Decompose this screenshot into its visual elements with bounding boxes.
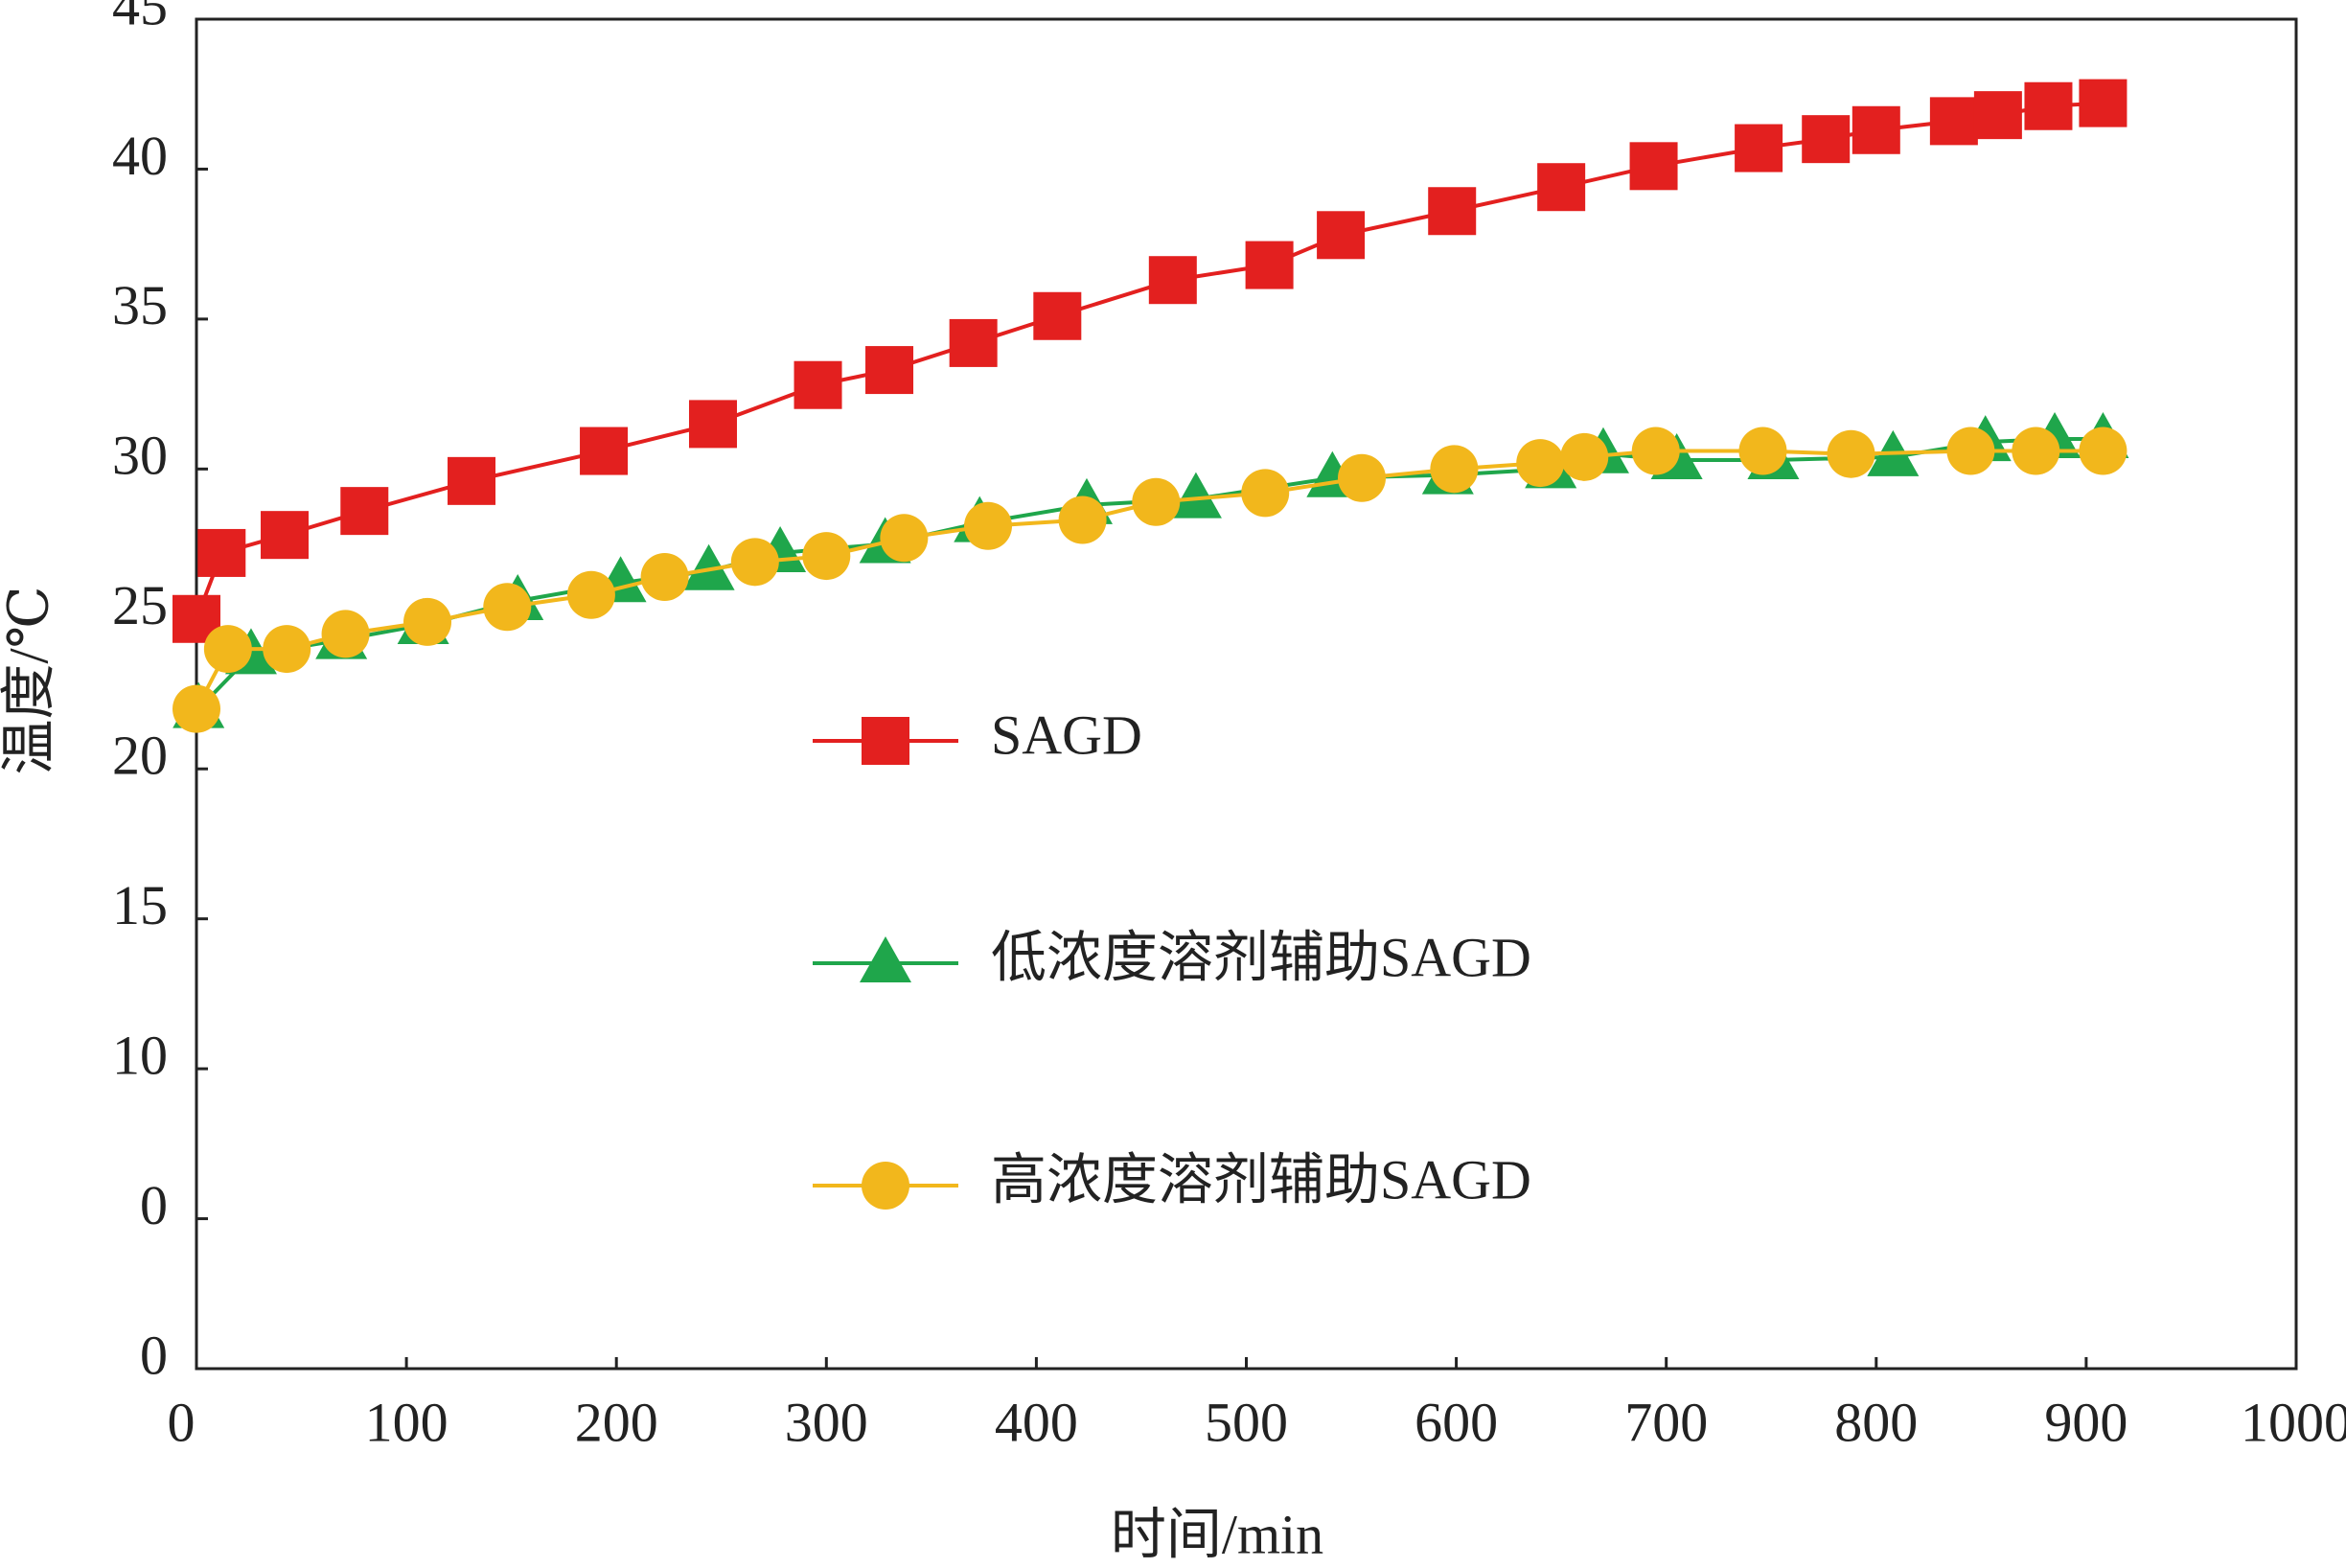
data-point	[1946, 427, 1995, 475]
legend-label: 高浓度溶剂辅助SAGD	[991, 1148, 1531, 1211]
y-tick-label: 35	[112, 274, 168, 336]
data-point	[172, 684, 220, 733]
data-point	[688, 400, 737, 449]
data-point	[2079, 427, 2128, 475]
y-tick-label: 20	[112, 725, 168, 787]
data-point	[964, 501, 1013, 550]
data-point	[197, 528, 246, 577]
data-point	[1560, 432, 1609, 481]
data-point	[203, 625, 252, 674]
y-tick-label: 25	[112, 574, 168, 636]
data-point	[2079, 79, 2128, 127]
x-tick-label: 800	[1834, 1391, 1918, 1453]
data-point	[483, 583, 532, 632]
x-tick-label: 700	[1624, 1391, 1708, 1453]
data-point	[1802, 115, 1851, 164]
x-axis-label: 时间/min	[1111, 1503, 1323, 1565]
legend-marker	[862, 1162, 909, 1210]
legend-marker	[862, 717, 909, 765]
data-point	[1738, 427, 1787, 475]
data-point	[640, 552, 689, 601]
data-point	[1241, 469, 1290, 518]
data-point	[1148, 256, 1197, 305]
data-point	[1973, 91, 2022, 140]
data-point	[2024, 81, 2073, 130]
data-point	[1338, 453, 1387, 502]
data-point	[1428, 187, 1477, 236]
x-tick-label: 400	[995, 1391, 1078, 1453]
data-point	[261, 511, 310, 560]
data-point	[865, 346, 914, 395]
data-point	[1132, 477, 1181, 526]
data-point	[1852, 105, 1900, 154]
y-tick-label: 15	[112, 874, 168, 936]
data-point	[1629, 142, 1678, 191]
data-point	[1537, 163, 1586, 212]
data-point	[340, 487, 389, 536]
data-point	[1735, 124, 1783, 173]
data-point	[580, 427, 629, 475]
data-point	[1827, 429, 1875, 478]
y-tick-label: 30	[112, 425, 168, 487]
data-point	[1169, 472, 1222, 519]
data-point	[1516, 439, 1565, 488]
x-tick-label: 900	[2044, 1391, 2128, 1453]
data-point	[2012, 427, 2060, 475]
data-point	[448, 456, 496, 505]
data-point	[1058, 496, 1107, 544]
x-tick-label: 200	[575, 1391, 658, 1453]
data-point	[1317, 211, 1366, 260]
data-point	[1033, 291, 1082, 340]
x-tick-label: 600	[1414, 1391, 1498, 1453]
data-point	[730, 538, 779, 587]
y-tick-label: 45	[112, 0, 168, 36]
x-tick-label: 300	[785, 1391, 868, 1453]
data-point	[1631, 427, 1680, 475]
data-point	[802, 532, 851, 581]
data-point	[321, 610, 370, 658]
y-axis-label: 温度/℃	[0, 587, 59, 775]
data-point	[949, 318, 998, 367]
legend-marker	[860, 936, 911, 982]
x-tick-label: 500	[1205, 1391, 1288, 1453]
data-point	[1929, 97, 1978, 146]
data-point	[794, 360, 842, 409]
y-tick-label: 40	[112, 125, 168, 187]
y-tick-label: 10	[112, 1024, 168, 1086]
data-point	[566, 570, 615, 619]
x-tick-label: 1000	[2241, 1391, 2346, 1453]
data-point	[403, 597, 452, 646]
data-point	[880, 514, 929, 563]
data-point	[263, 625, 311, 674]
legend-label: 低浓度溶剂辅助SAGD	[991, 926, 1531, 988]
y-tick-label: 0	[140, 1324, 168, 1386]
x-tick-label: 100	[365, 1391, 448, 1453]
data-point	[1245, 241, 1294, 289]
data-point	[1430, 445, 1479, 494]
series-line	[195, 101, 2104, 620]
y-tick-label: 0	[140, 1174, 168, 1236]
x-tick-label: 0	[168, 1391, 196, 1453]
legend-label: SAGD	[991, 703, 1142, 766]
data-point	[682, 543, 735, 590]
